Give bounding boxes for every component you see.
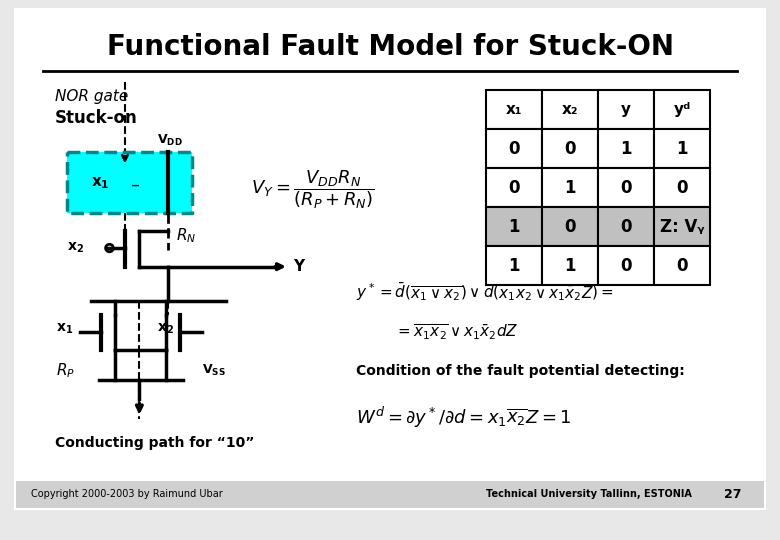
Text: $\mathbf{V_{SS}}$: $\mathbf{V_{SS}}$ [202, 363, 225, 379]
Text: $R_P$: $R_P$ [56, 361, 76, 380]
Text: $V_Y = \dfrac{V_{DD} R_N}{(R_P + R_N)}$: $V_Y = \dfrac{V_{DD} R_N}{(R_P + R_N)}$ [251, 168, 374, 211]
Text: yᵈ: yᵈ [673, 102, 691, 117]
Text: $= \overline{x_1 x_2} \vee x_1 \bar{x}_2 dZ$: $= \overline{x_1 x_2} \vee x_1 \bar{x}_2… [395, 322, 518, 342]
Bar [542, 246, 598, 285]
Text: y: y [621, 102, 631, 117]
Text: 1: 1 [676, 139, 688, 158]
Text: Y: Y [293, 259, 305, 274]
Text: $\mathbf{x_2}$: $\mathbf{x_2}$ [67, 241, 84, 255]
Bar [598, 168, 654, 207]
Text: 0: 0 [620, 179, 632, 197]
Text: Z: Vᵧ: Z: Vᵧ [660, 218, 704, 235]
Text: x₂: x₂ [562, 102, 579, 117]
Text: 1: 1 [565, 179, 576, 197]
Bar [598, 207, 654, 246]
Text: 0: 0 [509, 179, 520, 197]
Text: Condition of the fault potential detecting:: Condition of the fault potential detecti… [356, 364, 685, 378]
Bar [598, 90, 654, 129]
Text: Stuck-on: Stuck-on [55, 109, 137, 127]
Text: 0: 0 [509, 139, 520, 158]
Bar [16, 481, 764, 509]
FancyBboxPatch shape [11, 5, 769, 513]
Text: 0: 0 [620, 218, 632, 235]
Text: $\mathbf{x_2}$: $\mathbf{x_2}$ [157, 322, 174, 336]
Bar [542, 168, 598, 207]
Text: $R_N$: $R_N$ [176, 227, 197, 245]
Bar [654, 129, 710, 168]
Text: 0: 0 [565, 218, 576, 235]
Text: 0: 0 [676, 179, 688, 197]
Text: –: – [129, 176, 139, 194]
Text: $y^* = \bar{d}(\overline{x_1 \vee x_2}) \vee d(\overline{x_1 x_2 \vee x_1 \bar{x: $y^* = \bar{d}(\overline{x_1 \vee x_2}) … [356, 280, 614, 303]
Text: $\mathbf{V_{DD}}$: $\mathbf{V_{DD}}$ [157, 133, 183, 148]
Text: Technical University Tallinn, ESTONIA: Technical University Tallinn, ESTONIA [487, 489, 693, 500]
Bar [654, 168, 710, 207]
Text: 27: 27 [725, 488, 742, 501]
Bar [487, 246, 542, 285]
Text: $\mathbf{x_1}$: $\mathbf{x_1}$ [56, 322, 73, 336]
Text: 1: 1 [620, 139, 632, 158]
Text: 1: 1 [565, 256, 576, 275]
Text: 0: 0 [620, 256, 632, 275]
Bar [542, 129, 598, 168]
Text: Functional Fault Model for Stuck-ON: Functional Fault Model for Stuck-ON [107, 33, 673, 61]
Bar [487, 207, 542, 246]
Bar [654, 90, 710, 129]
Text: 1: 1 [509, 256, 520, 275]
Text: 0: 0 [676, 256, 688, 275]
Text: $W^d = \partial y^* / \partial d = x_1 \overline{x_2} Z = 1$: $W^d = \partial y^* / \partial d = x_1 \… [356, 404, 572, 430]
Text: x₁: x₁ [506, 102, 523, 117]
Text: Copyright 2000-2003 by Raimund Ubar: Copyright 2000-2003 by Raimund Ubar [31, 489, 223, 500]
Text: NOR gate: NOR gate [55, 89, 128, 104]
Bar [67, 152, 193, 213]
Bar [542, 90, 598, 129]
Bar [487, 129, 542, 168]
Bar [654, 246, 710, 285]
Text: 0: 0 [565, 139, 576, 158]
Text: $\mathbf{x_1}$: $\mathbf{x_1}$ [91, 175, 110, 191]
Text: 1: 1 [509, 218, 520, 235]
Bar [654, 207, 710, 246]
Text: Conducting path for “10”: Conducting path for “10” [55, 436, 254, 450]
Bar [487, 168, 542, 207]
Bar [598, 129, 654, 168]
Bar [542, 207, 598, 246]
Bar [487, 90, 542, 129]
Bar [598, 246, 654, 285]
